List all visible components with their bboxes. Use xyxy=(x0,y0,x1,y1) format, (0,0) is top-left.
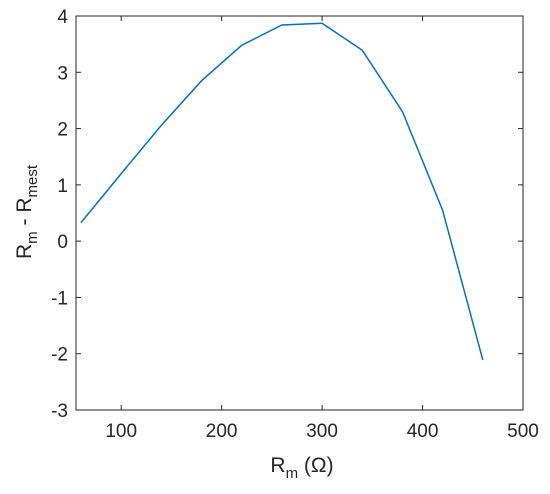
series-line xyxy=(80,22,484,361)
y-tick-label: 1 xyxy=(57,176,68,197)
x-tick-label: 200 xyxy=(206,421,238,442)
y-axis-label: Rm - Rmest xyxy=(13,164,41,259)
y-tick-label: -2 xyxy=(51,345,68,366)
y-axis: -3 -2 -1 0 1 2 3 4 xyxy=(51,7,523,422)
x-tick-label: 100 xyxy=(105,421,137,442)
series-group xyxy=(80,22,484,361)
y-tick-label: -1 xyxy=(51,288,68,309)
y-tick-label: -3 xyxy=(51,401,68,422)
plot-frame xyxy=(75,15,524,411)
x-tick-label: 300 xyxy=(306,421,338,442)
y-tick-label: 3 xyxy=(57,63,68,84)
x-axis-label: Rm (Ω) xyxy=(270,454,333,482)
y-tick-label: 0 xyxy=(57,232,68,253)
y-tick-label: 2 xyxy=(57,120,68,141)
x-axis: 100 200 300 400 500 xyxy=(105,16,539,442)
y-tick-label: 4 xyxy=(57,7,68,28)
x-tick-label: 500 xyxy=(507,421,539,442)
plot-area xyxy=(75,15,524,411)
x-tick-label: 400 xyxy=(407,421,439,442)
